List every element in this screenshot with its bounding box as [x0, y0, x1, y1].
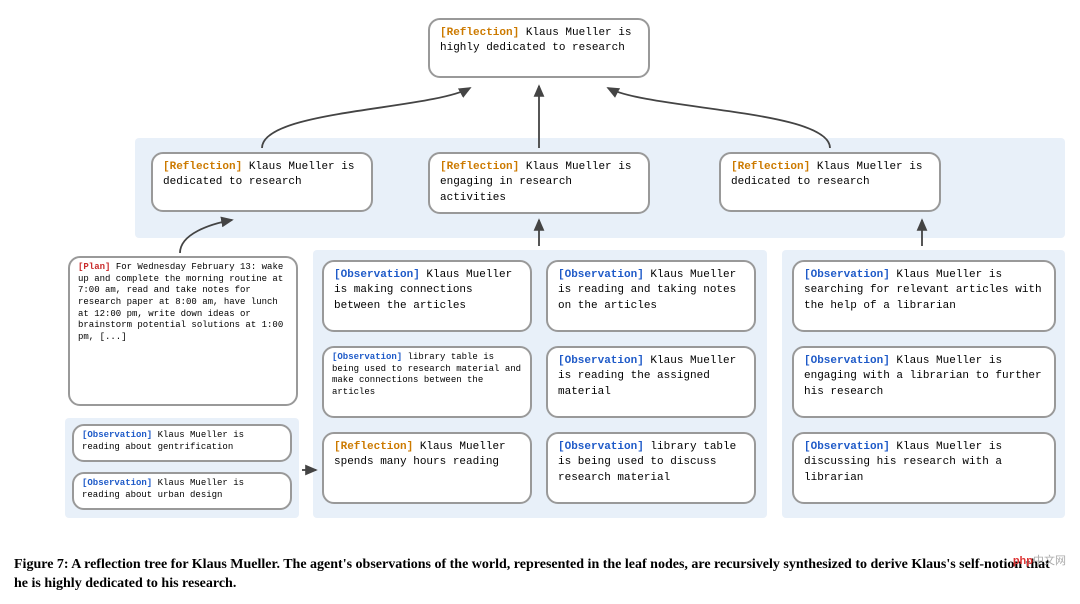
observation-tag: [Observation] [558, 269, 650, 281]
node-observation-left2: [Observation] Klaus Mueller is reading a… [72, 472, 292, 510]
node-reflection-top: [Reflection] Klaus Mueller is highly ded… [428, 18, 650, 78]
reflection-tag: [Reflection] [731, 161, 817, 173]
reflection-tag: [Reflection] [440, 161, 526, 173]
node-observation-c2r3: [Observation] Klaus Mueller is discussin… [792, 432, 1056, 504]
observation-tag: [Observation] [558, 355, 650, 367]
figure-caption: Figure 7: A reflection tree for Klaus Mu… [10, 556, 1070, 594]
observation-tag: [Observation] [334, 269, 426, 281]
observation-tag: [Observation] [804, 269, 896, 281]
observation-tag: [Observation] [558, 441, 650, 453]
node-observation-c1r1a: [Observation] Klaus Mueller is making co… [322, 260, 532, 332]
node-reflection-c1r3a: [Reflection] Klaus Mueller spends many h… [322, 432, 532, 504]
observation-tag: [Observation] [804, 355, 896, 367]
node-text: For Wednesday February 13: wake up and c… [78, 262, 283, 342]
node-observation-c2r1: [Observation] Klaus Mueller is searching… [792, 260, 1056, 332]
node-observation-c1r1b: [Observation] Klaus Mueller is reading a… [546, 260, 756, 332]
node-observation-c1r2a: [Observation] library table is being use… [322, 346, 532, 418]
node-reflection-r2a: [Reflection] Klaus Mueller is dedicated … [151, 152, 373, 212]
node-observation-c1r2b: [Observation] Klaus Mueller is reading t… [546, 346, 756, 418]
observation-tag: [Observation] [804, 441, 896, 453]
reflection-tag: [Reflection] [163, 161, 249, 173]
reflection-tag: [Reflection] [440, 27, 526, 39]
watermark-brand: php [1013, 555, 1033, 567]
observation-tag: [Observation] [82, 430, 158, 440]
watermark-logo: php中文网 [1013, 552, 1066, 568]
observation-tag: [Observation] [332, 352, 408, 362]
reflection-tree-diagram: [Reflection] Klaus Mueller is highly ded… [10, 10, 1070, 550]
observation-tag: [Observation] [82, 478, 158, 488]
watermark-text: 中文网 [1033, 555, 1066, 567]
node-plan: [Plan] For Wednesday February 13: wake u… [68, 256, 298, 406]
node-observation-left1: [Observation] Klaus Mueller is reading a… [72, 424, 292, 462]
node-reflection-r2c: [Reflection] Klaus Mueller is dedicated … [719, 152, 941, 212]
node-observation-c2r2: [Observation] Klaus Mueller is engaging … [792, 346, 1056, 418]
node-reflection-r2b: [Reflection] Klaus Mueller is engaging i… [428, 152, 650, 214]
reflection-tag: [Reflection] [334, 441, 420, 453]
plan-tag: [Plan] [78, 262, 116, 272]
node-observation-c1r3b: [Observation] library table is being use… [546, 432, 756, 504]
